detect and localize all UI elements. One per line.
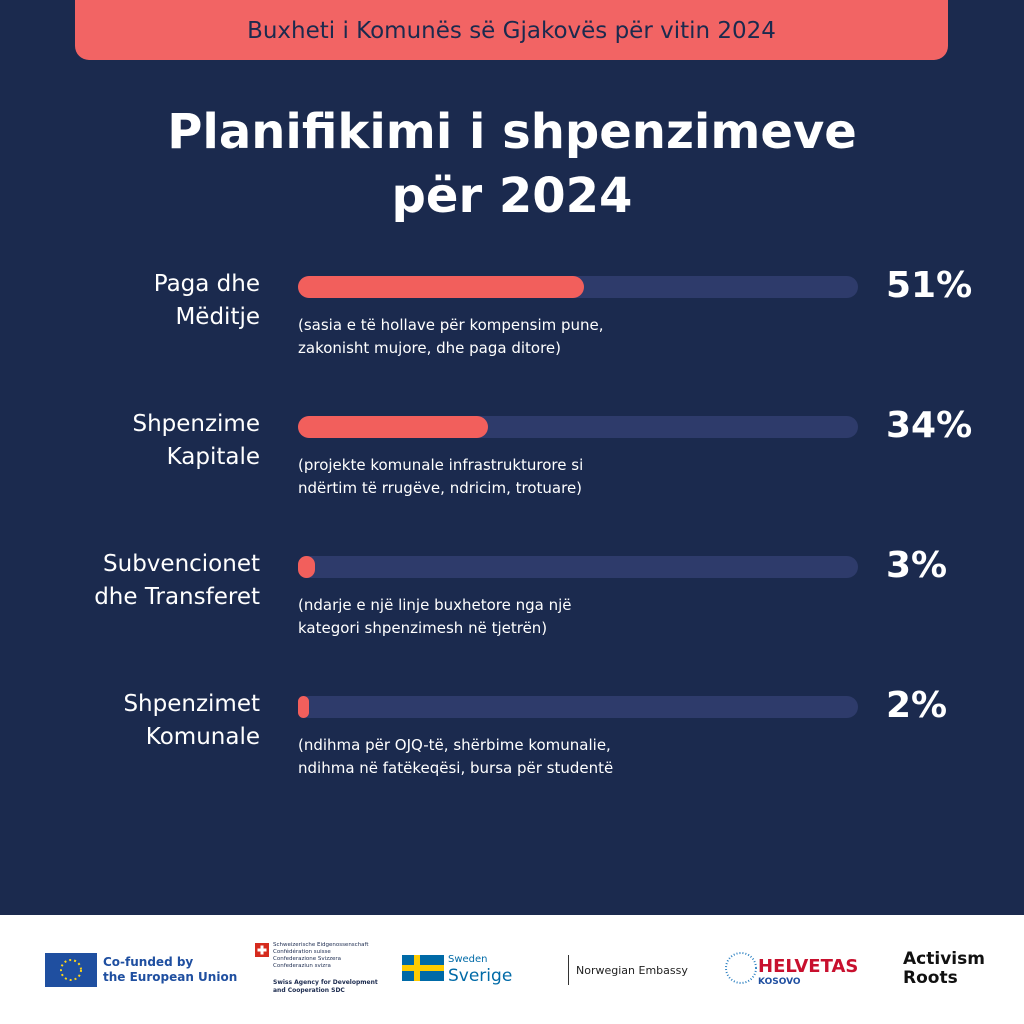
eu-flag — [45, 953, 97, 987]
category-line: Mëditje — [175, 304, 260, 330]
category-line: Kapitale — [166, 444, 260, 470]
t: Swiss Agency for Development — [273, 979, 378, 986]
track — [298, 556, 858, 578]
swiss-text: Schweizerische Eidgenossenschaft Confédér… — [273, 942, 369, 970]
category-label: Shpenzime Kapitale — [0, 408, 260, 474]
description-line: kategori shpenzimesh në tjetrën) — [298, 619, 548, 637]
t: Roots — [903, 968, 958, 988]
t: Activism — [903, 949, 985, 969]
header: Buxheti i Komunës së Gjakovës për vitin … — [75, 0, 948, 60]
description-line: (ndarje e një linje buxhetore nga një — [298, 596, 572, 614]
description-line: ndihma në fatëkeqësi, bursa për studentë — [298, 759, 614, 777]
activism-text: Activism Roots — [903, 950, 985, 988]
category-label: Shpenzimet Komunale — [0, 688, 260, 754]
t: Sverige — [448, 966, 513, 986]
category-line: Subvencionet — [103, 551, 260, 577]
description: (projekte komunale infrastrukturore si nd… — [298, 454, 583, 500]
description: (sasia e të hollave për kompensim pune, z… — [298, 314, 604, 360]
sweden-text: Sweden Sverige — [448, 952, 512, 986]
description: (ndarje e një linje buxhetore nga një kat… — [298, 594, 572, 640]
description-line: ndërtim të rrugëve, ndricim, trotuare) — [298, 479, 583, 497]
category-line: Shpenzimet — [123, 691, 260, 717]
chart-title: Planifikimi i shpenzimeve për 2024 — [167, 104, 857, 224]
norway-text: Norwegian Embassy — [576, 964, 688, 977]
description-line: (sasia e të hollave për kompensim pune, — [298, 316, 604, 334]
t: Schweizerische Eidgenossenschaft — [273, 942, 369, 948]
t: Co-funded by — [103, 955, 194, 969]
swiss-flag — [255, 943, 269, 957]
category-line: Komunale — [145, 724, 260, 750]
value-label: 3% — [886, 545, 948, 586]
t: Confederaziun svizra — [273, 963, 331, 969]
value-label: 51% — [886, 265, 973, 306]
sdc-text: Swiss Agency for Development and Cooperat… — [273, 979, 378, 995]
value-label: 2% — [886, 685, 948, 726]
bar — [298, 696, 310, 718]
t: the European Union — [103, 970, 238, 984]
t: Sweden — [448, 954, 488, 965]
category-line: Shpenzime — [132, 411, 260, 437]
eu-text: Co-funded by the European Union — [103, 955, 237, 985]
description: (ndihma për OJQ-të, shërbime komunalie, n… — [298, 734, 613, 780]
track — [298, 696, 858, 718]
helvetas-globe — [725, 952, 757, 984]
t: Confédération suisse — [273, 949, 331, 955]
bar — [298, 276, 584, 298]
bar — [298, 416, 489, 438]
t: and Cooperation SDC — [273, 987, 345, 994]
category-label: Paga dhe Mëditje — [0, 268, 260, 334]
category-line: Paga dhe — [153, 271, 260, 297]
description-line: (ndihma për OJQ-të, shërbime komunalie, — [298, 736, 611, 754]
t: KOSOVO — [758, 977, 801, 987]
value-label: 34% — [886, 405, 973, 446]
footer: Co-funded by the European Union Schweizer… — [0, 915, 1024, 1024]
sweden-flag — [402, 955, 444, 981]
norway-crest — [540, 955, 569, 985]
description-line: zakonisht mujore, dhe paga ditore) — [298, 339, 561, 357]
helvetas-text: HELVETAS KOSOVO — [758, 956, 859, 988]
description-line: (projekte komunale infrastrukturore si — [298, 456, 584, 474]
t: Confederazione Svizzera — [273, 956, 341, 962]
category-line: dhe Transferet — [94, 584, 260, 610]
category-label: Subvencionet dhe Transferet — [0, 548, 260, 614]
bar — [298, 556, 315, 578]
t: HELVETAS — [758, 956, 859, 977]
